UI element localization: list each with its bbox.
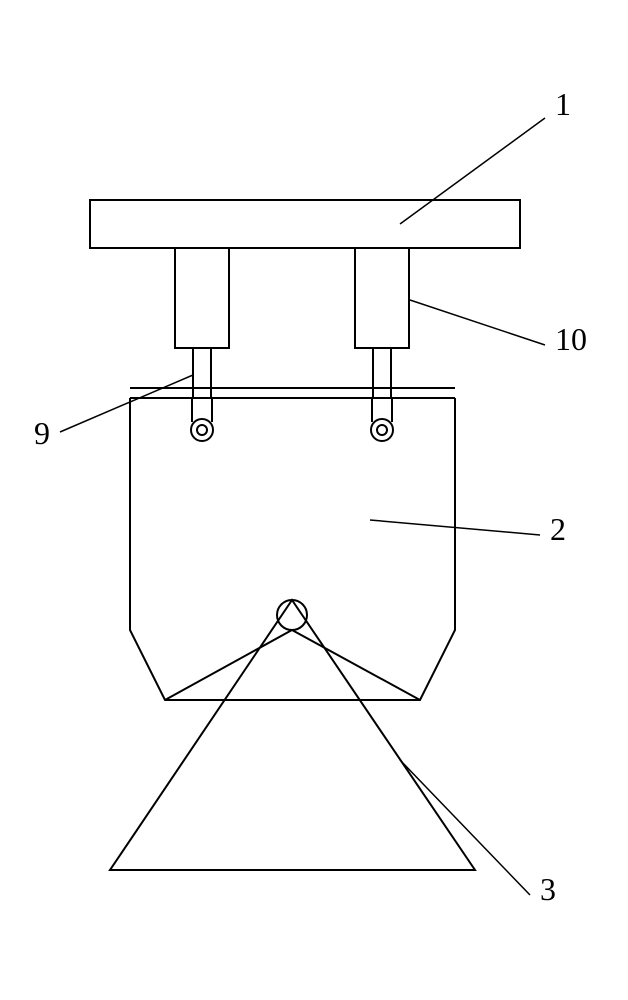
- body-vcut-left: [165, 630, 292, 700]
- left-cylinder-body: [175, 248, 229, 348]
- leader-3: [400, 760, 530, 895]
- label-2: 2: [550, 511, 566, 547]
- label-9: 9: [34, 415, 50, 451]
- body-outline: [130, 398, 455, 700]
- left-eye-outer: [191, 419, 213, 441]
- right-cylinder-body: [355, 248, 409, 348]
- right-eye-inner: [377, 425, 387, 435]
- label-10: 10: [555, 321, 587, 357]
- label-3: 3: [540, 871, 556, 907]
- top-bar: [90, 200, 520, 248]
- body-vcut-right: [292, 630, 420, 700]
- label-1: 1: [555, 86, 571, 122]
- right-eye-outer: [371, 419, 393, 441]
- left-eye-inner: [197, 425, 207, 435]
- triangle: [110, 600, 475, 870]
- leader-1: [400, 118, 545, 224]
- technical-diagram: 1 10 9 2 3: [0, 0, 628, 1000]
- leader-9: [60, 375, 193, 432]
- right-cylinder-rod: [373, 348, 391, 398]
- leader-10: [410, 300, 545, 345]
- left-cylinder-rod: [193, 348, 211, 398]
